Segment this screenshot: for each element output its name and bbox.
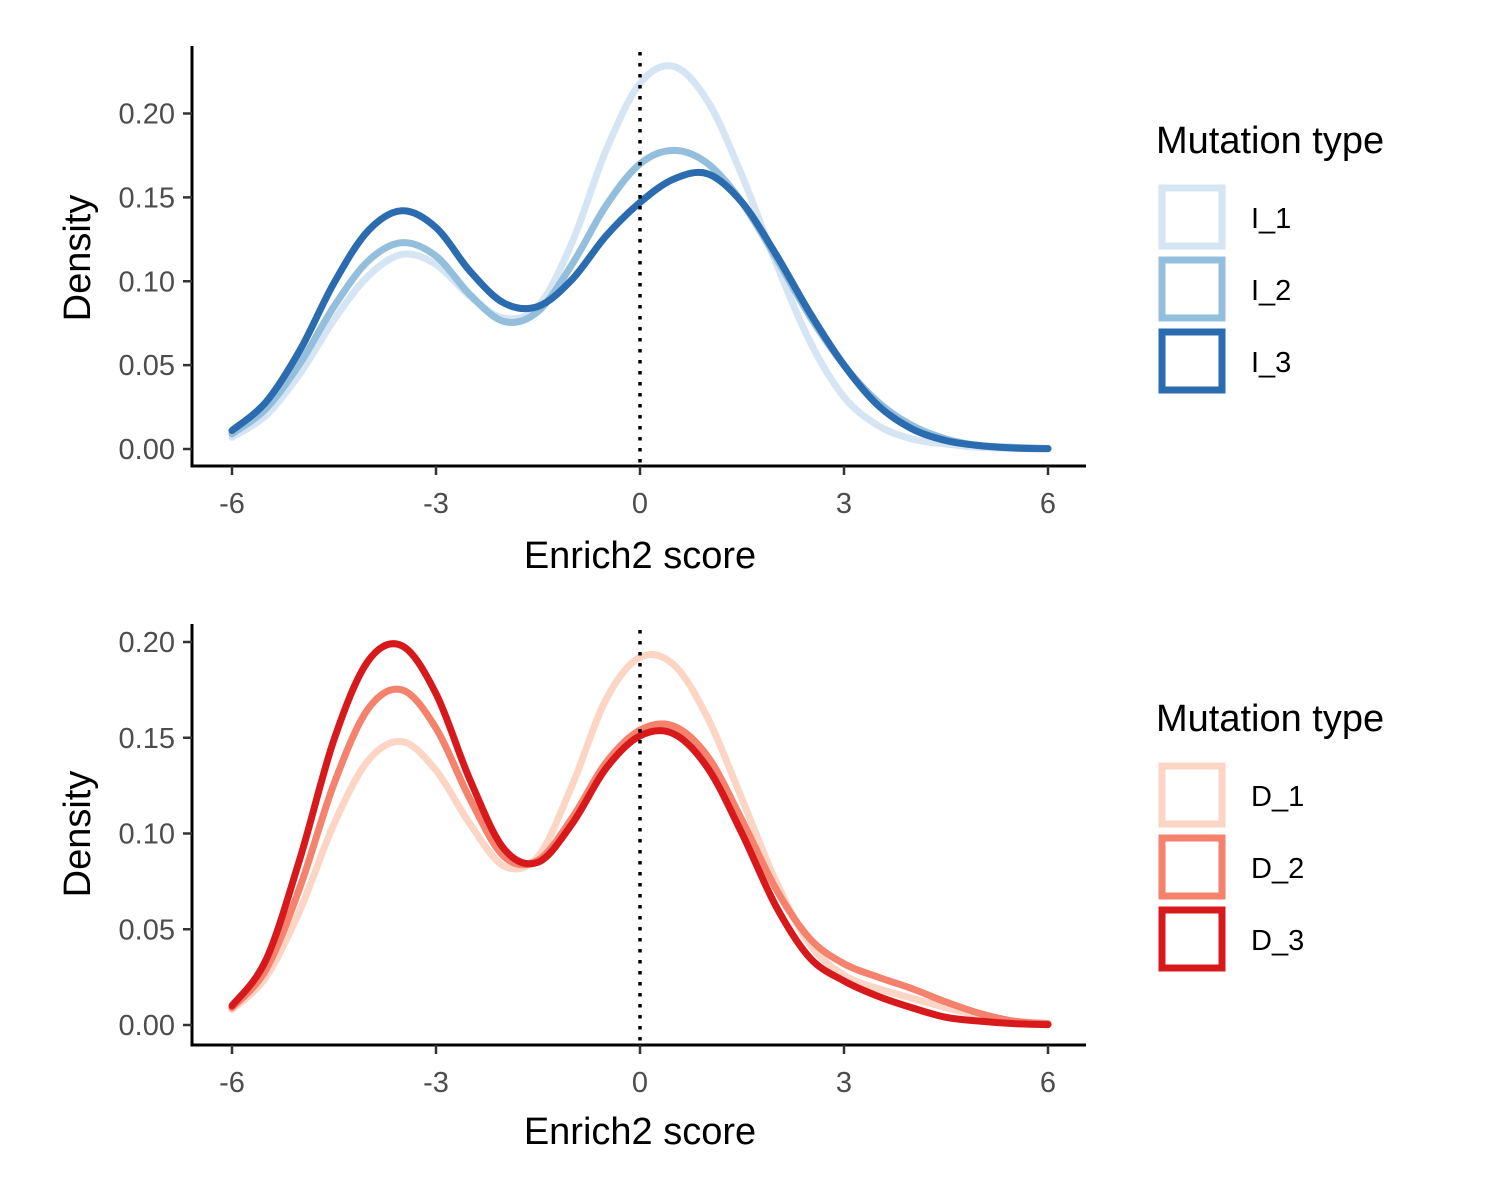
legend-title: Mutation type	[1156, 120, 1384, 162]
density-curve-d-2	[228, 685, 1052, 1028]
legend-label: I_2	[1251, 275, 1291, 307]
y-tick-label: 0.20	[119, 99, 175, 131]
y-tick-label: 0.00	[119, 434, 175, 466]
density-curve-d-3	[228, 640, 1052, 1029]
y-tick-label: 0.15	[119, 723, 175, 755]
y-axis-title: Density	[57, 195, 99, 322]
x-axis-title: Enrich2 score	[524, 535, 756, 577]
x-tick-label: -3	[423, 488, 449, 520]
y-axis-title: Density	[57, 771, 99, 898]
y-tick-label: 0.05	[119, 350, 175, 382]
y-tick-label: 0.20	[119, 627, 175, 659]
y-tick-label: 0.05	[119, 914, 175, 946]
legend-label: D_2	[1251, 853, 1304, 885]
density-curve-i-3	[228, 168, 1052, 453]
x-tick-label: 6	[1040, 488, 1056, 520]
x-tick-label: 0	[632, 488, 648, 520]
y-tick-label: 0.10	[119, 819, 175, 851]
x-tick-label: 0	[632, 1067, 648, 1099]
legend-title: Mutation type	[1156, 698, 1384, 740]
legend-label: D_3	[1251, 925, 1304, 957]
deletion-density-panel: 0.00 0.05 0.10 0.15 0.20 -6 -3 0 3 6 Enrich2 score…	[57, 624, 1384, 1153]
legend-label: I_3	[1251, 347, 1291, 379]
y-tick-label: 0.00	[119, 1010, 175, 1042]
legend-key-d-1	[1158, 762, 1226, 828]
x-tick-label: -6	[219, 1067, 245, 1099]
x-tick-label: -6	[219, 488, 245, 520]
x-axis-title: Enrich2 score	[524, 1111, 756, 1153]
legend-label: D_1	[1251, 781, 1304, 813]
legend-key-i-3	[1158, 328, 1226, 394]
x-tick-label: -3	[423, 1067, 449, 1099]
legend-key-d-2	[1158, 834, 1226, 900]
x-tick-label: 3	[836, 488, 852, 520]
density-curve-i-1	[228, 62, 1052, 453]
y-tick-label: 0.10	[119, 266, 175, 298]
x-tick-label: 6	[1040, 1067, 1056, 1099]
x-tick-label: 3	[836, 1067, 852, 1099]
legend-key-i-1	[1158, 184, 1226, 250]
y-tick-label: 0.15	[119, 182, 175, 214]
legend-label: I_1	[1251, 203, 1291, 235]
density-curve-d-1	[228, 651, 1052, 1028]
legend-key-i-2	[1158, 256, 1226, 322]
insertion-density-panel: 0.00 0.05 0.10 0.15 0.20 -6 -3 0 3 6 Enrich2 score…	[57, 46, 1384, 577]
legend-key-d-3	[1158, 906, 1226, 972]
